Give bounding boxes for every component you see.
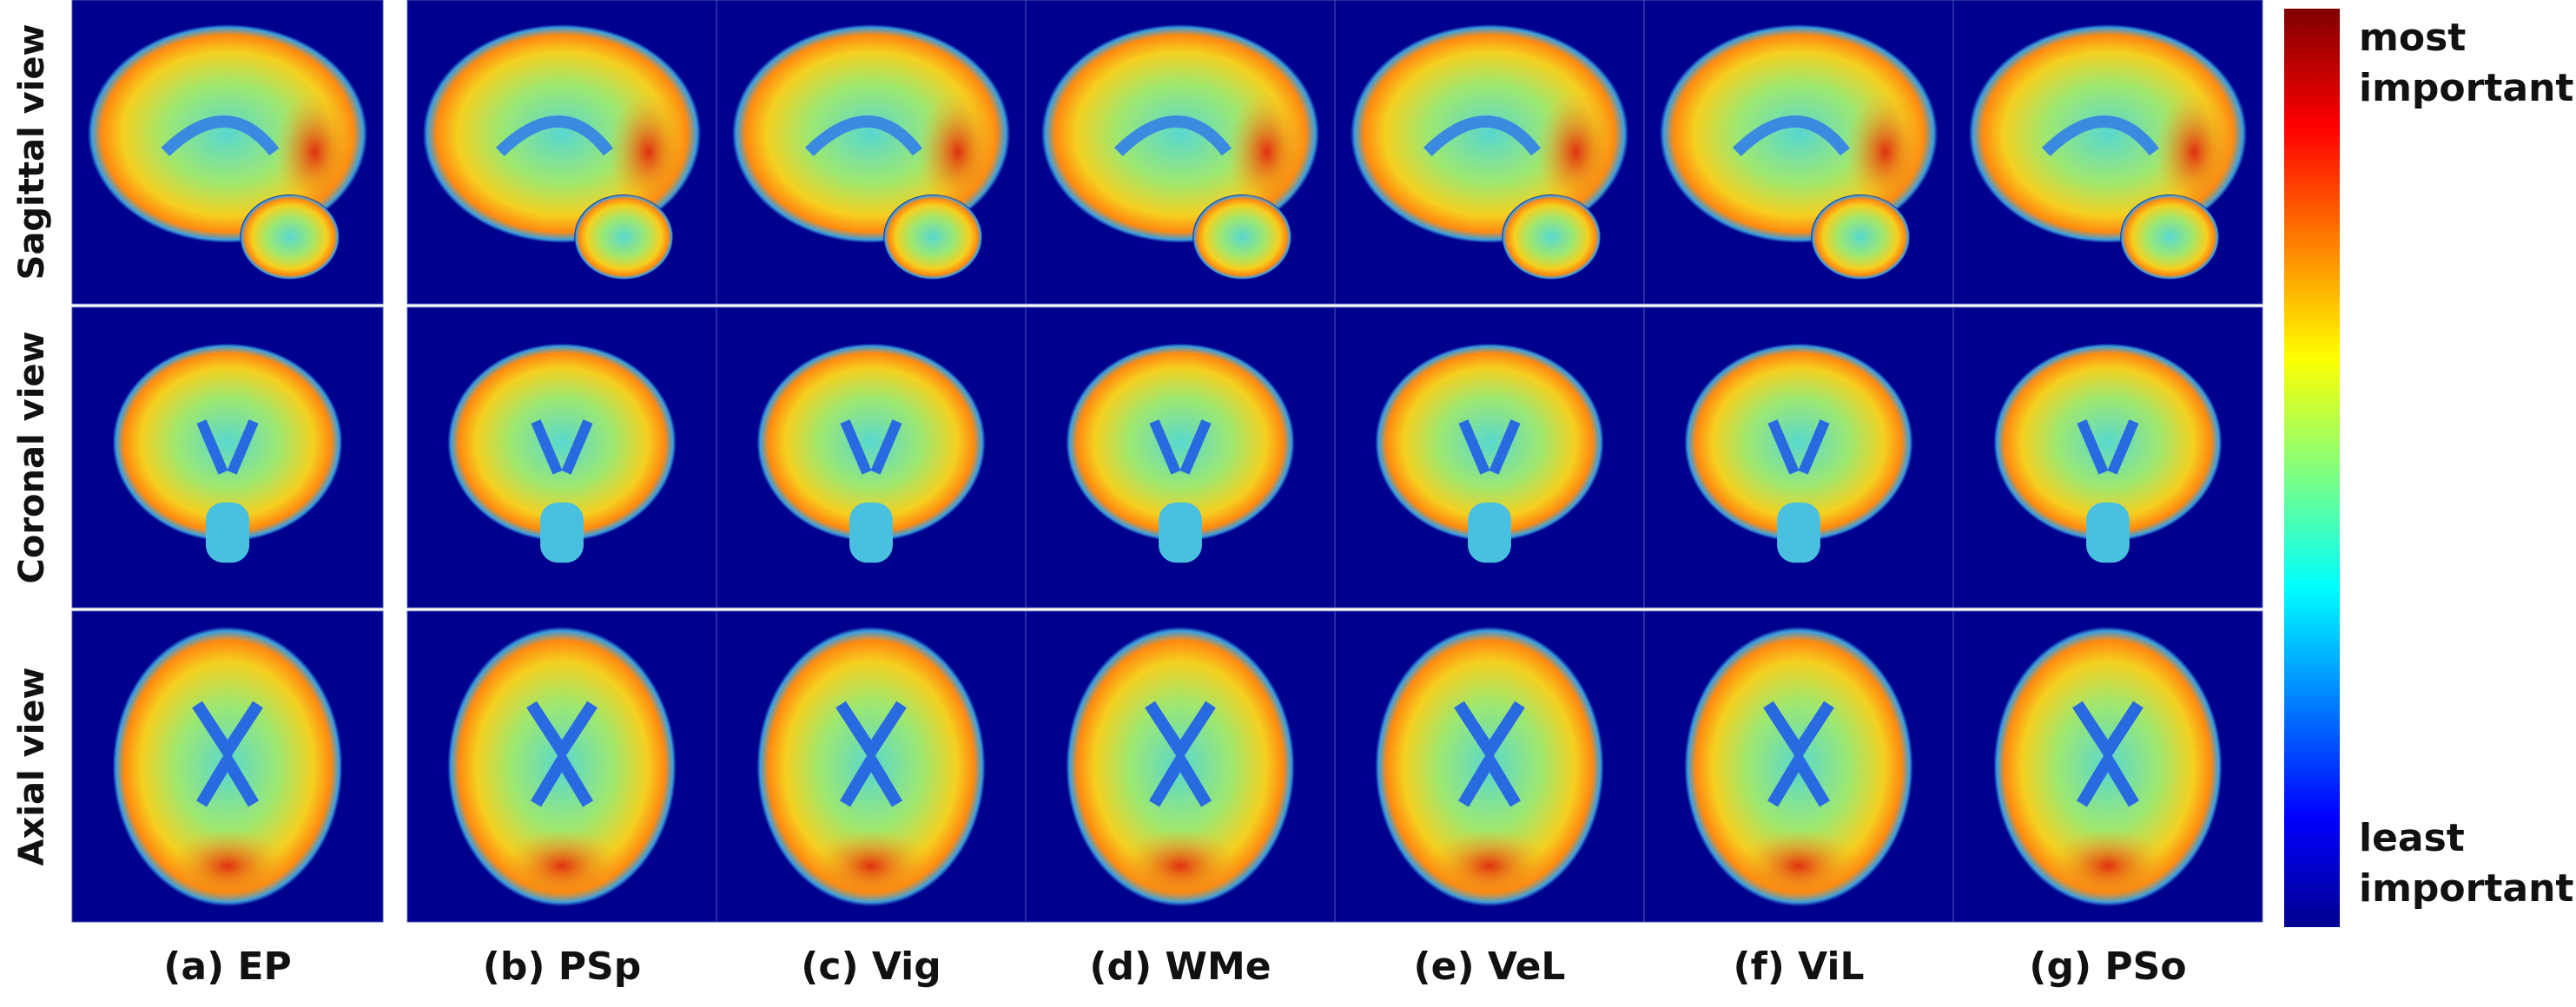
hot-region xyxy=(1736,828,1861,904)
ventricle xyxy=(836,701,907,807)
brain-stem xyxy=(1468,502,1511,563)
column-label: (c) Vig xyxy=(801,944,941,989)
brain-map xyxy=(406,306,717,609)
hot-region xyxy=(1845,91,1925,213)
brain-shape xyxy=(240,194,340,280)
brain-stem xyxy=(205,502,250,563)
ventricle xyxy=(1454,701,1525,807)
ventricle xyxy=(1763,701,1834,807)
hot-region xyxy=(809,828,934,904)
ventricle xyxy=(1767,419,1830,475)
brain-map xyxy=(71,306,384,609)
colorbar-label: important xyxy=(2359,866,2573,911)
column-label: (g) PSo xyxy=(2029,944,2186,989)
ventricle xyxy=(531,419,593,475)
brain-shape xyxy=(883,194,983,280)
hot-region xyxy=(165,828,290,904)
brain-map xyxy=(1334,610,1645,923)
brain-shape xyxy=(1066,343,1295,542)
brain-map xyxy=(1334,0,1645,305)
brain-map xyxy=(1952,306,2263,609)
brain-map xyxy=(1025,610,1336,923)
brain-map xyxy=(1643,0,1954,305)
hot-region xyxy=(1118,828,1243,904)
hot-region xyxy=(1536,91,1616,213)
brain-shape xyxy=(574,194,674,280)
ventricle xyxy=(1732,115,1850,157)
brain-map xyxy=(1334,306,1645,609)
brain-map xyxy=(71,610,384,923)
column-label: (b) PSp xyxy=(483,944,641,989)
hot-region xyxy=(608,91,689,213)
column-label: (d) WMe xyxy=(1089,944,1271,989)
brain-map xyxy=(406,610,717,923)
ventricle xyxy=(804,115,922,157)
ventricle xyxy=(2077,419,2139,475)
brain-map xyxy=(1952,610,2263,923)
ventricle xyxy=(161,115,280,157)
brain-map xyxy=(1643,610,1954,923)
brain-stem xyxy=(1159,502,1202,563)
brain-map xyxy=(1643,306,1954,609)
hot-region xyxy=(2045,828,2170,904)
ventricle xyxy=(1145,701,1216,807)
brain-map xyxy=(71,0,384,305)
row-label: Coronal view xyxy=(12,331,52,583)
brain-map xyxy=(1025,306,1336,609)
ventricle xyxy=(840,419,902,475)
row-label: Sagittal view xyxy=(12,24,52,280)
brain-map xyxy=(406,0,717,305)
ventricle xyxy=(196,419,259,475)
hot-region xyxy=(917,91,998,213)
colorbar-label: important xyxy=(2359,66,2573,110)
hot-region xyxy=(1427,828,1552,904)
ventricle xyxy=(2072,701,2143,807)
colorbar xyxy=(2284,9,2340,927)
ventricle xyxy=(192,701,263,807)
brain-map xyxy=(716,0,1027,305)
brain-shape xyxy=(1811,194,1911,280)
labels: (a) EP (b) PSp (c) Vig (d) WMe (e) VeL (f) Vi… xyxy=(12,16,2573,989)
row-label: Axial view xyxy=(12,668,52,866)
hot-region xyxy=(1226,91,1307,213)
ventricle xyxy=(1458,419,1521,475)
brain-shape xyxy=(1192,194,1292,280)
ventricle xyxy=(1423,115,1541,157)
brain-stem xyxy=(849,502,893,563)
brain-shape xyxy=(447,343,677,542)
brain-shape xyxy=(1684,343,1913,542)
ventricle xyxy=(495,115,613,157)
brain-stem xyxy=(2086,502,2130,563)
column-label: (f) ViL xyxy=(1733,944,1864,989)
ventricle xyxy=(1149,419,1212,475)
colorbar-label: least xyxy=(2359,816,2465,860)
colorbar-label: most xyxy=(2359,16,2466,60)
brain-shape xyxy=(1375,343,1604,542)
ventricle xyxy=(526,701,598,807)
brain-map xyxy=(716,306,1027,609)
brain-map xyxy=(716,610,1027,923)
brain-shape xyxy=(1502,194,1602,280)
brain-shape xyxy=(2120,194,2220,280)
brain-map xyxy=(1025,0,1336,305)
brain-map xyxy=(1952,0,2263,305)
column-label: (a) EP xyxy=(163,944,292,989)
brain-stem xyxy=(540,502,584,563)
brain-shape xyxy=(1993,343,2223,542)
brain-shape xyxy=(112,343,343,542)
brain-shape xyxy=(756,343,986,542)
ventricle xyxy=(1113,115,1232,157)
hot-region xyxy=(2154,91,2235,213)
hot-region xyxy=(274,91,355,213)
column-label: (e) VeL xyxy=(1414,944,1566,989)
brain-stem xyxy=(1777,502,1820,563)
ventricle xyxy=(2041,115,2159,157)
image-grid xyxy=(71,0,2263,923)
hot-region xyxy=(499,828,624,904)
